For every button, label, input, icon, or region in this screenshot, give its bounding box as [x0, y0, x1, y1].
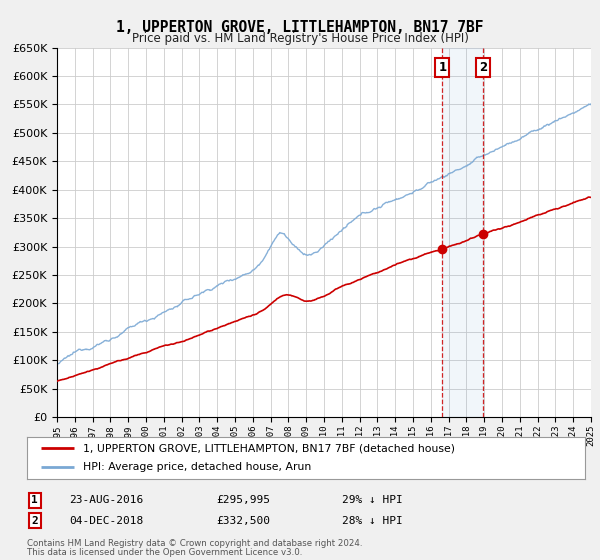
Text: 1, UPPERTON GROVE, LITTLEHAMPTON, BN17 7BF: 1, UPPERTON GROVE, LITTLEHAMPTON, BN17 7…: [116, 20, 484, 35]
Text: 2: 2: [31, 516, 38, 526]
Text: 1: 1: [31, 495, 38, 505]
Text: 1: 1: [439, 62, 446, 74]
Text: Contains HM Land Registry data © Crown copyright and database right 2024.: Contains HM Land Registry data © Crown c…: [27, 539, 362, 548]
Text: 2: 2: [479, 62, 487, 74]
Text: 1, UPPERTON GROVE, LITTLEHAMPTON, BN17 7BF (detached house): 1, UPPERTON GROVE, LITTLEHAMPTON, BN17 7…: [83, 443, 455, 453]
Text: £332,500: £332,500: [216, 516, 270, 526]
Text: This data is licensed under the Open Government Licence v3.0.: This data is licensed under the Open Gov…: [27, 548, 302, 557]
Text: 28% ↓ HPI: 28% ↓ HPI: [342, 516, 403, 526]
Text: Price paid vs. HM Land Registry's House Price Index (HPI): Price paid vs. HM Land Registry's House …: [131, 32, 469, 45]
Text: 29% ↓ HPI: 29% ↓ HPI: [342, 495, 403, 505]
Text: HPI: Average price, detached house, Arun: HPI: Average price, detached house, Arun: [83, 463, 311, 473]
Text: 23-AUG-2016: 23-AUG-2016: [69, 495, 143, 505]
Bar: [442, 48, 483, 417]
Text: 04-DEC-2018: 04-DEC-2018: [69, 516, 143, 526]
Text: £295,995: £295,995: [216, 495, 270, 505]
